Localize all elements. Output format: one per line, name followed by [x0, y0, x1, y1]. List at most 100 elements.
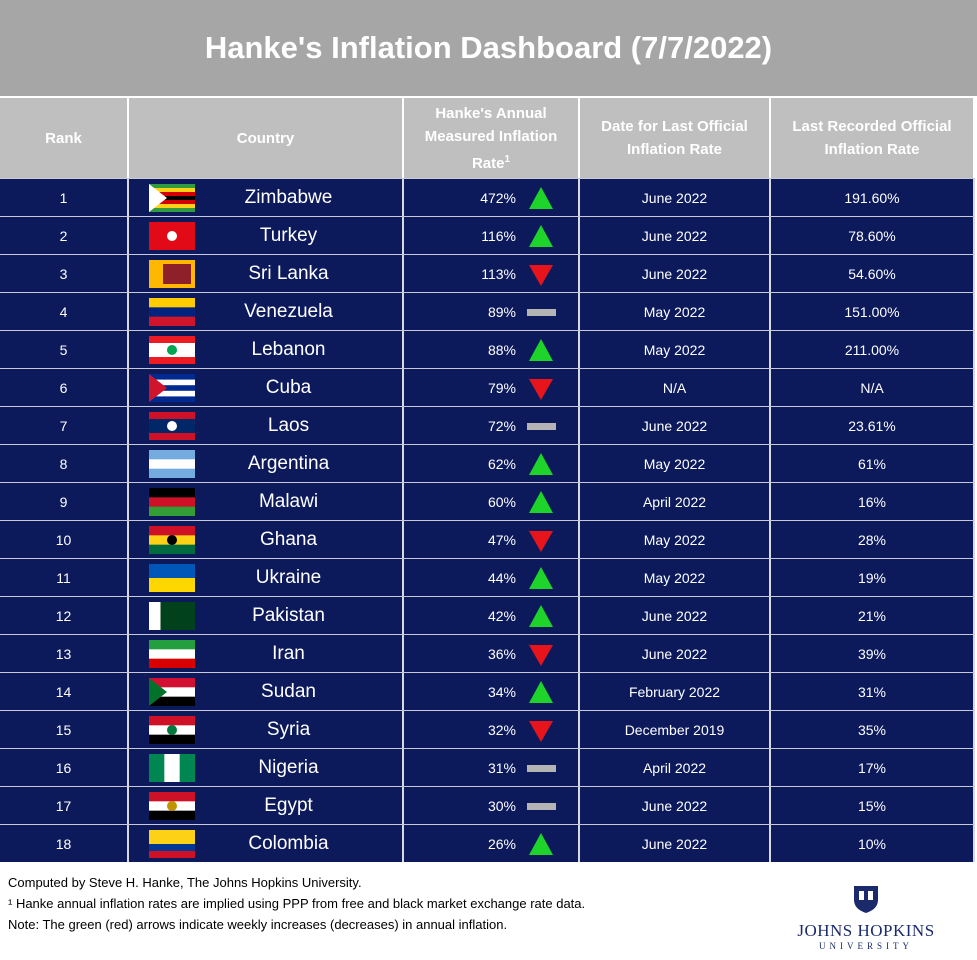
- country-cell: Cuba: [129, 369, 404, 406]
- flag-stripe: [149, 191, 195, 196]
- official-rate: 61%: [771, 445, 975, 482]
- arrow: [529, 224, 553, 247]
- hanke-rate: 44%: [487, 569, 516, 586]
- hanke-cell: 42%: [404, 597, 580, 634]
- hanke-rate: 26%: [487, 835, 516, 852]
- rank: 2: [0, 217, 129, 254]
- table-row: 2 Turkey 116% June 2022 78.60%: [0, 216, 975, 254]
- trend-flat: [527, 422, 556, 430]
- country-name: Cuba: [265, 376, 312, 398]
- flag-stripe: [149, 836, 195, 844]
- dash: [527, 308, 556, 316]
- trend-down: [529, 720, 553, 742]
- hanke-cell: 116%: [404, 217, 580, 254]
- country-name: Ukraine: [255, 566, 322, 588]
- hanke-cell: 62%: [404, 445, 580, 482]
- rank: 12: [0, 597, 129, 634]
- flag-stripe: [149, 306, 195, 317]
- country-name: Turkey: [259, 224, 318, 246]
- official-rate: 78.60%: [771, 217, 975, 254]
- hanke-rate: 472%: [480, 189, 516, 206]
- header-text: Date for Last Official Inflation Rate: [601, 118, 748, 158]
- hanke-rate: 32%: [487, 721, 516, 738]
- flag-stripe: [149, 183, 195, 188]
- flag-stripe: [149, 297, 195, 308]
- arrow: [529, 490, 553, 513]
- table-row: 10 Ghana 47% May 2022 28%: [0, 520, 975, 558]
- trend-up: [529, 452, 553, 475]
- rank: 6: [0, 369, 129, 406]
- dash: [527, 764, 556, 772]
- header-cell: Hanke's Annual Measured Inflation Rate1: [404, 98, 580, 178]
- official-rate: 54.60%: [771, 255, 975, 292]
- rank: 4: [0, 293, 129, 330]
- flag: [149, 525, 195, 554]
- logo: JOHNS HOPKINS UNIVERSITY: [796, 884, 936, 951]
- official-date: December 2019: [580, 711, 771, 748]
- official-rate: 191.60%: [771, 179, 975, 216]
- footnote: ¹ Hanke annual inflation rates are impli…: [8, 896, 586, 911]
- flag: [149, 487, 195, 516]
- hanke-rate: 116%: [481, 227, 516, 244]
- rank: 5: [0, 331, 129, 368]
- trend-down: [529, 378, 553, 400]
- flag-stripe: [149, 734, 195, 744]
- table-row: 4 Venezuela 89% May 2022 151.00%: [0, 292, 975, 330]
- hanke-cell: 472%: [404, 179, 580, 216]
- flag-stripe: [149, 544, 195, 554]
- official-date: June 2022: [580, 787, 771, 824]
- flag-stripe: [149, 373, 195, 380]
- table-row: 18 Colombia 26% June 2022 10%: [0, 824, 975, 862]
- flag-stripe: [149, 199, 195, 204]
- trend-flat: [527, 308, 556, 316]
- arrow: [529, 604, 553, 627]
- country-cell: Iran: [129, 635, 404, 672]
- country-name: Lebanon: [251, 338, 326, 360]
- country-name: Ghana: [259, 528, 318, 550]
- official-date: April 2022: [580, 483, 771, 520]
- arrow: [529, 378, 553, 400]
- country-cell: Nigeria: [129, 749, 404, 786]
- hanke-cell: 47%: [404, 521, 580, 558]
- official-date: May 2022: [580, 331, 771, 368]
- hanke-rate: 89%: [487, 303, 516, 320]
- country-cell: Venezuela: [129, 293, 404, 330]
- flag-stripe: [149, 525, 195, 536]
- official-rate: 17%: [771, 749, 975, 786]
- trend-down: [529, 644, 553, 666]
- country-cell: Egypt: [129, 787, 404, 824]
- flag: [149, 601, 195, 630]
- flag-triangle: [149, 183, 167, 212]
- rank: 9: [0, 483, 129, 520]
- trend-up: [529, 224, 553, 247]
- flag-stripe: [149, 432, 195, 440]
- flag: [149, 677, 195, 706]
- hanke-rate: 79%: [487, 379, 516, 396]
- flag-stripe: [149, 601, 161, 630]
- table-row: 5 Lebanon 88% May 2022 211.00%: [0, 330, 975, 368]
- table-row: 6 Cuba 79% N/A N/A: [0, 368, 975, 406]
- hanke-rate: 42%: [487, 607, 516, 624]
- hanke-cell: 31%: [404, 749, 580, 786]
- trend-up: [529, 338, 553, 361]
- flag: [149, 259, 195, 288]
- logo-shield: [854, 886, 878, 913]
- dash: [527, 422, 556, 430]
- flag: [149, 715, 195, 744]
- official-date: May 2022: [580, 293, 771, 330]
- rank: 13: [0, 635, 129, 672]
- trend-flat: [527, 802, 556, 810]
- arrow: [529, 530, 553, 552]
- hanke-cell: 26%: [404, 825, 580, 862]
- arrow: [529, 644, 553, 666]
- official-date: N/A: [580, 369, 771, 406]
- hanke-cell: 113%: [404, 255, 580, 292]
- hanke-rate: 30%: [487, 797, 516, 814]
- official-date: May 2022: [580, 559, 771, 596]
- official-rate: 211.00%: [771, 331, 975, 368]
- footer: Computed by Steve H. Hanke, The Johns Ho…: [8, 872, 585, 935]
- flag-stripe: [149, 356, 195, 364]
- country-cell: Laos: [129, 407, 404, 444]
- flag-emblem: [167, 230, 177, 241]
- flag-stripe: [149, 686, 195, 697]
